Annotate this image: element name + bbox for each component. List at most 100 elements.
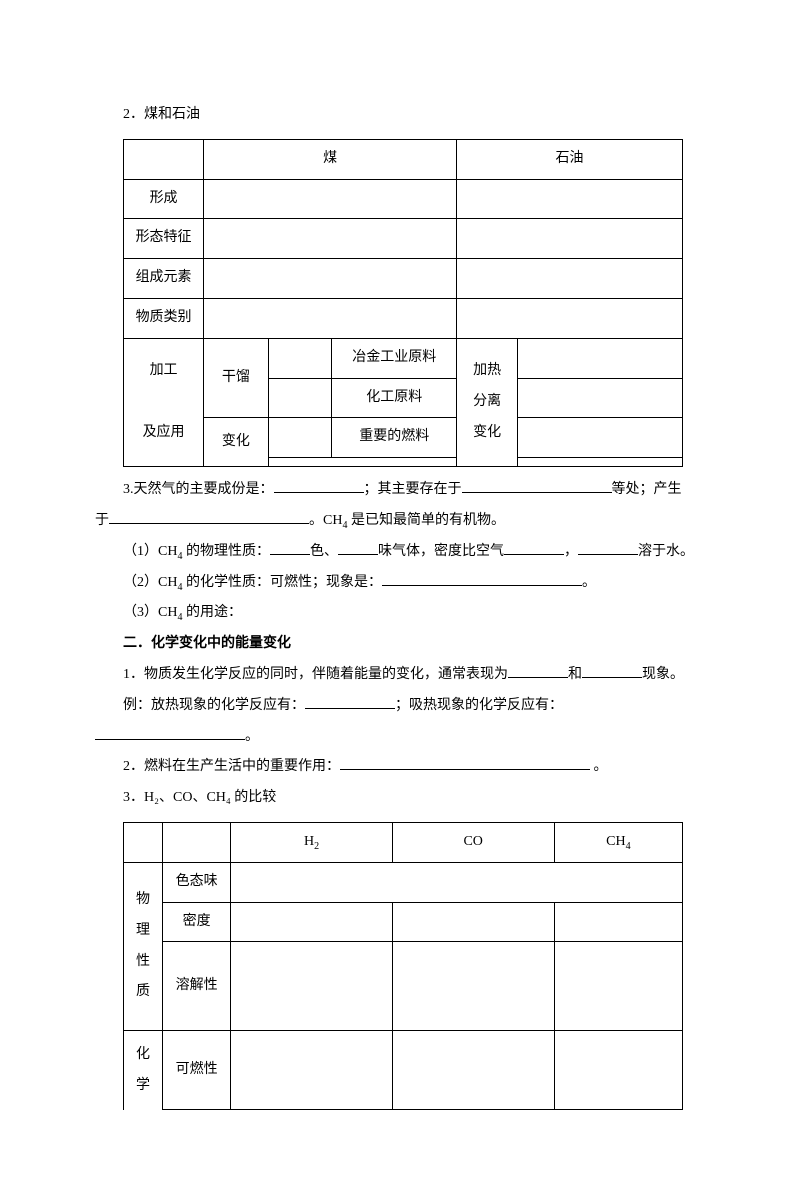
col-h2: H2 — [231, 822, 392, 862]
cell-empty — [518, 378, 683, 418]
blank — [109, 506, 309, 524]
cell-empty — [204, 259, 457, 299]
text: 化 — [136, 1047, 150, 1062]
blank — [338, 537, 378, 555]
text: 。CH — [309, 513, 342, 528]
row-form: 形成 — [124, 179, 204, 219]
text: 2．燃料在生产生活中的重要作用： — [123, 759, 340, 774]
section-3-line1: 3.天然气的主要成份是：；其主要存在于等处；产生 — [95, 475, 705, 506]
row-cat: 物质类别 — [124, 298, 204, 338]
cell-empty — [554, 902, 682, 942]
section-ii-title: 二．化学变化中的能量变化 — [95, 629, 705, 660]
cell-empty — [457, 219, 683, 259]
cell-empty — [231, 902, 392, 942]
cell-empty — [392, 942, 554, 1031]
text: 和 — [568, 667, 582, 682]
table-compare: H2 CO CH4 物 理 性 质 色态味 密度 溶解性 — [123, 822, 683, 1110]
text: 物 — [136, 892, 150, 907]
sub-change: 变化 — [204, 418, 269, 467]
table-row: H2 CO CH4 — [124, 822, 683, 862]
cell-empty — [204, 219, 457, 259]
blank — [305, 691, 395, 709]
sub-fuel: 重要的燃料 — [332, 418, 457, 458]
text: 等处；产生 — [612, 482, 682, 497]
text: 。 — [245, 729, 259, 744]
cell-empty — [554, 1031, 682, 1110]
blank — [582, 660, 642, 678]
table-row: 化 学 可燃性 — [124, 1031, 683, 1110]
cell-empty — [231, 1031, 392, 1110]
cell-empty — [518, 418, 683, 458]
text: 质 — [136, 984, 150, 999]
row-solubility: 溶解性 — [163, 942, 231, 1031]
blank — [504, 537, 564, 555]
table-row: 密度 — [124, 902, 683, 942]
section-3-1: （1）CH4 的物理性质：色、味气体，密度比空气，溶于水。 — [95, 537, 705, 568]
cell-empty — [204, 298, 457, 338]
row-flammability: 可燃性 — [163, 1031, 231, 1110]
cell-empty — [457, 298, 683, 338]
cell-empty — [518, 458, 683, 467]
sub-chem: 化工原料 — [332, 378, 457, 418]
question-2: 2．燃料在生产生活中的重要作用： 。 — [95, 752, 705, 783]
cell-empty — [268, 418, 332, 458]
sub-heat-sep: 加热 分离 变化 — [457, 338, 518, 466]
text: 溶于水。 — [638, 544, 694, 559]
col-coal: 煤 — [204, 139, 457, 179]
text: 是已知最简单的有机物。 — [347, 513, 505, 528]
blank — [95, 722, 245, 740]
proc-label-bot: 及应用 — [143, 425, 185, 440]
table-row: 物质类别 — [124, 298, 683, 338]
table-row: 形态特征 — [124, 219, 683, 259]
cell-empty — [268, 458, 456, 467]
text: 于 — [95, 513, 109, 528]
text: （1）CH — [123, 544, 177, 559]
section-3-2: （2）CH4 的化学性质：可燃性；现象是：。 — [95, 568, 705, 599]
cell-empty — [268, 378, 332, 418]
cell-empty — [231, 942, 392, 1031]
cell-empty — [457, 179, 683, 219]
text: （2）CH — [123, 575, 177, 590]
text: ；吸热现象的化学反应有： — [395, 698, 563, 713]
blank — [382, 568, 582, 586]
text: 味气体，密度比空气 — [378, 544, 504, 559]
text: ， — [564, 544, 578, 559]
cell-empty — [124, 139, 204, 179]
cell-empty — [268, 338, 332, 378]
text: 的化学性质：可燃性；现象是： — [182, 575, 382, 590]
row-proc: 加工 及应用 — [124, 338, 204, 466]
table-row: 形成 — [124, 179, 683, 219]
text: 学 — [136, 1078, 150, 1093]
proc-label-top: 加工 — [150, 363, 178, 378]
sep-label: 分离 — [473, 394, 501, 409]
text: 的用途： — [182, 605, 242, 620]
row-density: 密度 — [163, 902, 231, 942]
cell-empty — [204, 179, 457, 219]
text: 例：放热现象的化学反应有： — [123, 698, 305, 713]
section-2-title: 2．煤和石油 — [95, 100, 705, 131]
blank — [270, 537, 310, 555]
table-row: 溶解性 — [124, 942, 683, 1031]
cell-empty — [124, 822, 163, 862]
table-row: 变化 重要的燃料 — [124, 418, 683, 458]
text: 1．物质发生化学反应的同时，伴随着能量的变化，通常表现为 — [123, 667, 508, 682]
cell-empty — [392, 1031, 554, 1110]
heat-label: 加热 — [473, 363, 501, 378]
col-ch4: CH4 — [554, 822, 682, 862]
sub-distill: 干馏 — [204, 338, 269, 418]
question-3-title: 3．H₂、CO、CH₄ 的比较 — [95, 783, 705, 814]
cell-empty — [163, 822, 231, 862]
blank — [508, 660, 568, 678]
text: 性 — [136, 954, 150, 969]
text: ；其主要存在于 — [364, 482, 462, 497]
cell-empty — [392, 902, 554, 942]
sub-metal: 冶金工业原料 — [332, 338, 457, 378]
cell-empty — [457, 259, 683, 299]
table-coal-oil: 煤 石油 形成 形态特征 组成元素 物质类别 加工 及应用 — [123, 139, 683, 467]
question-1: 1．物质发生化学反应的同时，伴随着能量的变化，通常表现为和现象。 — [95, 660, 705, 691]
phys-label: 物 理 性 质 — [124, 862, 163, 1031]
text: 理 — [136, 923, 150, 938]
section-3-3: （3）CH4 的用途： — [95, 598, 705, 629]
row-color: 色态味 — [163, 862, 231, 902]
row-elem: 组成元素 — [124, 259, 204, 299]
